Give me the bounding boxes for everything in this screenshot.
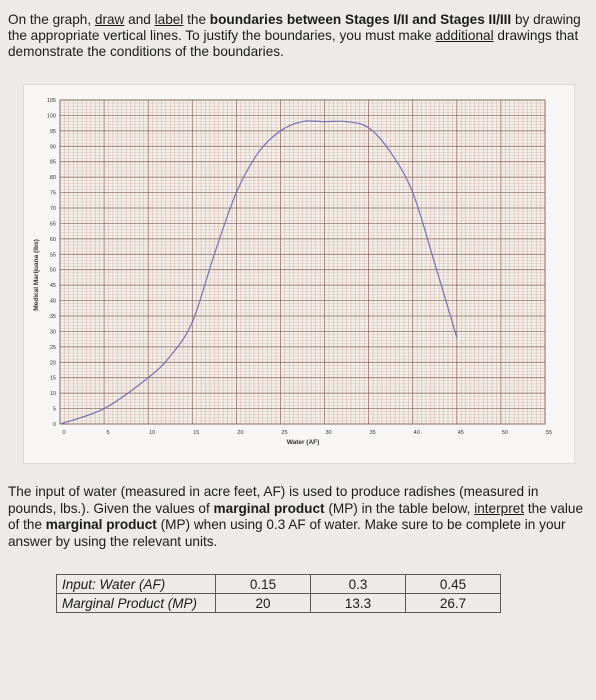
y-tick-labels: 0 5 10 15 20 25 30 35 40 45 50 55 60 65 70 75 80 85 90 95 10… (47, 98, 56, 428)
y-tick-label: 15 (50, 376, 56, 382)
input-cell: 0.45 (405, 574, 501, 594)
x-tick-label: 5 (107, 430, 110, 436)
mp-cell: 20 (215, 593, 311, 613)
x-tick-label: 15 (193, 430, 199, 436)
x-tick-label: 20 (237, 430, 243, 436)
production-curve (59, 120, 458, 425)
mp-row-label: Marginal Product (MP) (56, 593, 216, 613)
x-tick-label: 40 (414, 430, 420, 436)
x-tick-label: 10 (149, 430, 155, 436)
y-tick-label: 25 (50, 345, 56, 351)
table-row-input: Input: Water (AF) 0.15 0.3 0.45 (56, 574, 501, 594)
y-tick-label: 90 (50, 144, 56, 150)
bold-marginal-product-2: marginal product (45, 517, 157, 532)
y-tick-label: 0 (53, 422, 56, 428)
y-tick-label: 95 (50, 129, 56, 135)
underlined-interpret: interpret (474, 500, 525, 516)
y-tick-label: 60 (50, 237, 56, 243)
y-tick-label: 100 (47, 113, 56, 119)
y-tick-label: 85 (50, 160, 56, 166)
input-cell: 0.3 (310, 574, 406, 594)
underlined-draw: draw (94, 12, 125, 27)
y-tick-label: 55 (50, 252, 56, 258)
y-tick-label: 105 (47, 98, 56, 104)
underlined-label: label (154, 12, 184, 27)
input-row-label: Input: Water (AF) (56, 574, 216, 594)
y-tick-label: 50 (50, 268, 56, 274)
y-tick-label: 30 (50, 329, 56, 335)
x-tick-label: 55 (546, 430, 552, 436)
question-text: The input of water (measured in acre fee… (8, 484, 584, 549)
y-tick-label: 40 (50, 299, 56, 305)
y-tick-label: 80 (50, 175, 56, 181)
mp-cell: 26.7 (405, 593, 501, 613)
production-chart: 0510152025303540455055606570758085909510… (33, 98, 552, 446)
y-tick-label: 75 (50, 191, 56, 197)
input-cell: 0.15 (215, 574, 311, 594)
x-tick-label: 45 (458, 430, 464, 436)
y-tick-label: 45 (50, 283, 56, 289)
x-axis-label: Water (AF) (287, 439, 320, 446)
x-tick-label: 35 (370, 430, 376, 436)
table-row-mp: Marginal Product (MP) 20 13.3 26.7 (56, 593, 501, 613)
y-tick-label: 10 (50, 391, 56, 397)
x-tick-label: 30 (325, 430, 331, 436)
underlined-additional: additional (435, 28, 494, 43)
mp-cell: 13.3 (310, 593, 406, 613)
instructions-text: On the graph, draw and label the boundar… (8, 12, 581, 59)
y-axis-label: Medical Marijuana (lbs) (33, 239, 40, 311)
x-tick-labels: 0 5 10 15 20 25 30 35 40 45 50 55 (62, 430, 552, 436)
y-tick-label: 65 (50, 221, 56, 227)
y-tick-label: 5 (53, 407, 56, 413)
chart-grid (59, 99, 546, 425)
bold-marginal-product-1: marginal product (213, 500, 325, 516)
y-tick-label: 20 (50, 360, 56, 366)
chart-card: 0 5 10 15 20 25 30 35 40 45 50 55 60 65 70 75 80 85 90 95 10… (24, 85, 574, 463)
y-tick-label: 35 (50, 314, 56, 320)
x-tick-label: 25 (281, 430, 287, 436)
x-tick-label: 0 (62, 430, 65, 436)
bold-boundaries: boundaries between Stages I/II and Stage… (209, 12, 512, 27)
marginal-product-table: Input: Water (AF) 0.15 0.3 0.45 Marginal… (56, 574, 501, 613)
y-tick-label: 70 (50, 206, 56, 212)
x-tick-label: 50 (502, 430, 508, 436)
